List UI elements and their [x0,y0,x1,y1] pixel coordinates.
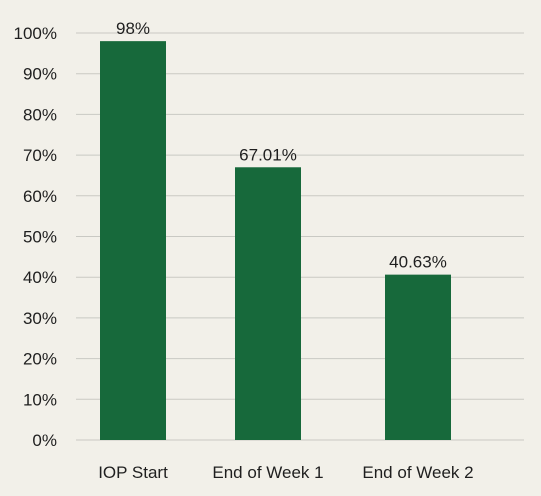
y-axis-tick-labels: 0% 10% 20% 30% 40% 50% 60% 70% 80% 90% 100% [14,24,57,450]
bars [100,41,451,441]
bar-2 [235,167,301,441]
y-tick-label: 80% [23,105,57,124]
y-tick-label: 70% [23,146,57,165]
x-axis-category-labels: IOP Start End of Week 1 End of Week 2 [98,463,473,482]
y-tick-label: 10% [23,390,57,409]
bar-3 [385,274,451,440]
category-label-1: IOP Start [98,463,168,482]
y-tick-label: 40% [23,268,57,287]
y-tick-label: 20% [23,350,57,369]
y-tick-label: 100% [14,24,57,43]
data-label-1: 98% [116,19,150,38]
data-label-2: 67.01% [239,145,297,164]
y-tick-label: 50% [23,228,57,247]
data-label-3: 40.63% [389,253,447,272]
y-tick-label: 0% [32,431,57,450]
y-tick-label: 90% [23,65,57,84]
data-labels: 98% 67.01% 40.63% [116,19,447,271]
category-label-3: End of Week 2 [362,463,473,482]
bar-1 [100,41,166,440]
y-tick-label: 60% [23,187,57,206]
category-label-2: End of Week 1 [212,463,323,482]
y-tick-label: 30% [23,309,57,328]
